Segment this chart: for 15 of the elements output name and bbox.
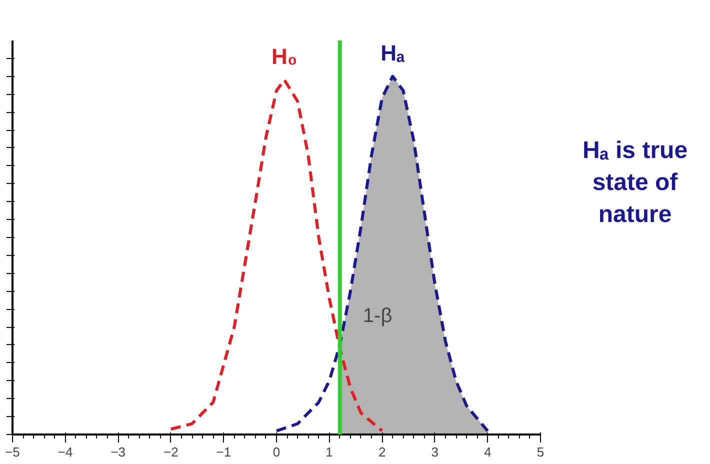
x-tick-label: −3 xyxy=(110,444,126,460)
x-tick-label: 0 xyxy=(272,444,280,460)
x-tick-label: −1 xyxy=(216,444,232,460)
annotation: 1-β xyxy=(362,305,392,328)
x-tick-label: 4 xyxy=(484,444,492,460)
x-tick-label: 1 xyxy=(326,444,333,460)
series-label: H₀ xyxy=(272,44,298,70)
x-tick-label: 5 xyxy=(536,444,544,460)
x-tick-label: −5 xyxy=(5,444,20,460)
x-tick-label: −4 xyxy=(58,444,73,460)
text: Hₐ is true state of nature xyxy=(581,136,689,230)
x-tick-label: 3 xyxy=(431,444,439,460)
x-tick-label: −2 xyxy=(163,444,178,460)
x-tick-label: 2 xyxy=(378,444,386,460)
series-label: Hₐ xyxy=(380,40,406,66)
